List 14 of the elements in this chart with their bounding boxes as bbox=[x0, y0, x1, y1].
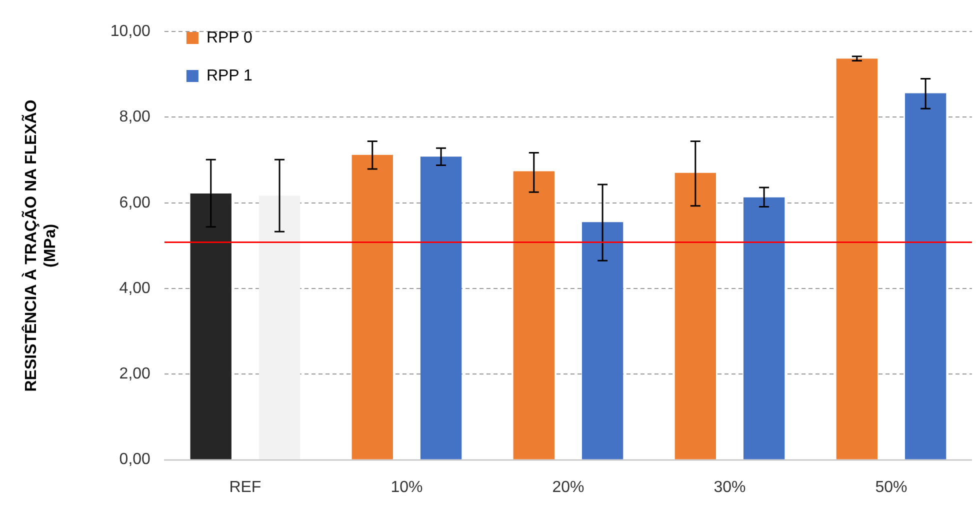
x-tick-label: 10% bbox=[390, 478, 423, 496]
legend-label: RPP 0 bbox=[206, 29, 252, 46]
y-tick-label: 0,00 bbox=[119, 451, 151, 468]
legend-label: RPP 1 bbox=[206, 67, 252, 84]
y-tick-label: 2,00 bbox=[119, 366, 151, 383]
y-axis-title: RESISTÊNCIA À TRAÇÃO NA FLEXÃO (MPa) bbox=[21, 100, 60, 392]
y-tick-label: 6,00 bbox=[119, 194, 151, 212]
x-tick-label: REF bbox=[229, 478, 262, 496]
y-tick-label: 4,00 bbox=[119, 280, 151, 297]
x-tick-label: 30% bbox=[714, 478, 746, 496]
y-tick-label: 8,00 bbox=[119, 108, 151, 126]
y-tick-label: 10,00 bbox=[110, 23, 151, 40]
x-tick-label: 20% bbox=[552, 478, 584, 496]
x-tick-label: 50% bbox=[875, 478, 908, 496]
